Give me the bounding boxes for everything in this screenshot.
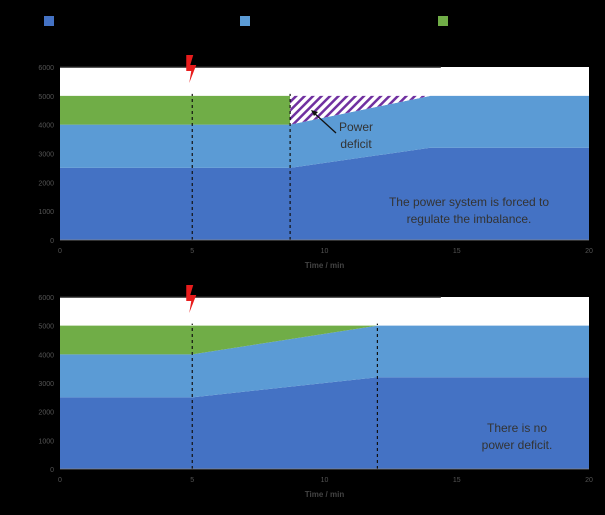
panel-1: 0 1000 2000 3000 4000 5000 6000 0 5 10 15 20 Time / … (38, 55, 593, 270)
lightning-bolt-icon (186, 285, 197, 313)
x-tick-label: 20 (585, 477, 593, 484)
area-series-top (60, 325, 378, 355)
x-tick-label: 5 (190, 477, 194, 484)
y-tick-label: 4000 (38, 352, 54, 359)
lightning-bolt-icon (186, 55, 197, 83)
y-tick-label: 1000 (38, 438, 54, 445)
y-tick-label: 0 (50, 238, 54, 245)
area-series-top (60, 95, 291, 125)
y-tick-label: 3000 (38, 152, 54, 159)
panel-2: 0 1000 2000 3000 4000 5000 6000 0 5 10 15 20 Time / … (38, 285, 593, 499)
deficit-arrowhead (311, 110, 318, 116)
x-tick-label: 10 (321, 248, 329, 255)
annotation-text: The power system is forced to (389, 195, 549, 209)
y-tick-label: 5000 (38, 324, 54, 331)
legend-swatch-middle (240, 16, 250, 26)
deficit-hatch-area (290, 95, 431, 125)
y-tick-label: 0 (50, 467, 54, 474)
area-series-middle (60, 325, 589, 398)
y-tick-label: 2000 (38, 180, 54, 187)
y-tick-label: 5000 (38, 94, 54, 101)
y-tick-label: 6000 (38, 65, 54, 72)
annotation-text: Power (339, 120, 373, 134)
x-tick-label: 15 (453, 248, 461, 255)
legend-swatch-base (44, 16, 54, 26)
x-tick-label: 0 (58, 248, 62, 255)
area-series-base (60, 147, 589, 240)
y-tick-label: 1000 (38, 209, 54, 216)
x-axis-title: Time / min (305, 490, 345, 499)
x-tick-label: 15 (453, 477, 461, 484)
x-tick-label: 5 (190, 248, 194, 255)
x-axis-title: Time / min (305, 261, 345, 270)
y-tick-label: 2000 (38, 410, 54, 417)
annotation-text: power deficit. (482, 438, 553, 452)
x-tick-label: 20 (585, 248, 593, 255)
annotation-text: regulate the imbalance. (407, 212, 532, 226)
annotation-text: There is no (487, 421, 547, 435)
y-tick-label: 3000 (38, 381, 54, 388)
y-tick-label: 6000 (38, 295, 54, 302)
legend-swatch-top (438, 16, 448, 26)
x-tick-label: 10 (321, 477, 329, 484)
deficit-arrow (312, 111, 337, 134)
annotation-text: deficit (340, 137, 372, 151)
x-tick-label: 0 (58, 477, 62, 484)
y-tick-label: 4000 (38, 123, 54, 130)
